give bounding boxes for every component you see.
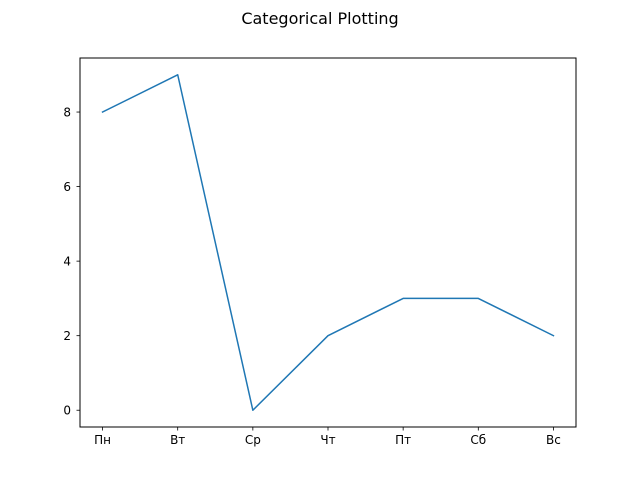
- y-axis: 0 2 4 6 8: [63, 106, 80, 418]
- y-tick-label: 0: [63, 404, 71, 418]
- y-tick-label: 8: [63, 106, 71, 120]
- series-line: [101, 74, 555, 411]
- x-tick-label: Вт: [170, 433, 185, 447]
- axes-frame: [79, 57, 577, 428]
- x-tick-label: Сб: [470, 433, 486, 447]
- y-tick-label: 2: [63, 329, 71, 343]
- x-tick-label: Пн: [94, 433, 111, 447]
- series-group: [101, 74, 555, 411]
- chart-title: Categorical Plotting: [241, 9, 398, 28]
- plot-area: Пн Вт Ср Чт Пт Сб Вс 0 2 4 6 8: [63, 57, 577, 447]
- x-tick-label: Пт: [395, 433, 411, 447]
- x-axis: Пн Вт Ср Чт Пт Сб Вс: [94, 427, 561, 447]
- x-tick-label: Ср: [245, 433, 261, 447]
- x-tick-label: Чт: [320, 433, 335, 447]
- x-tick-label: Вс: [546, 433, 561, 447]
- y-tick-label: 6: [63, 180, 71, 194]
- y-tick-label: 4: [63, 255, 71, 269]
